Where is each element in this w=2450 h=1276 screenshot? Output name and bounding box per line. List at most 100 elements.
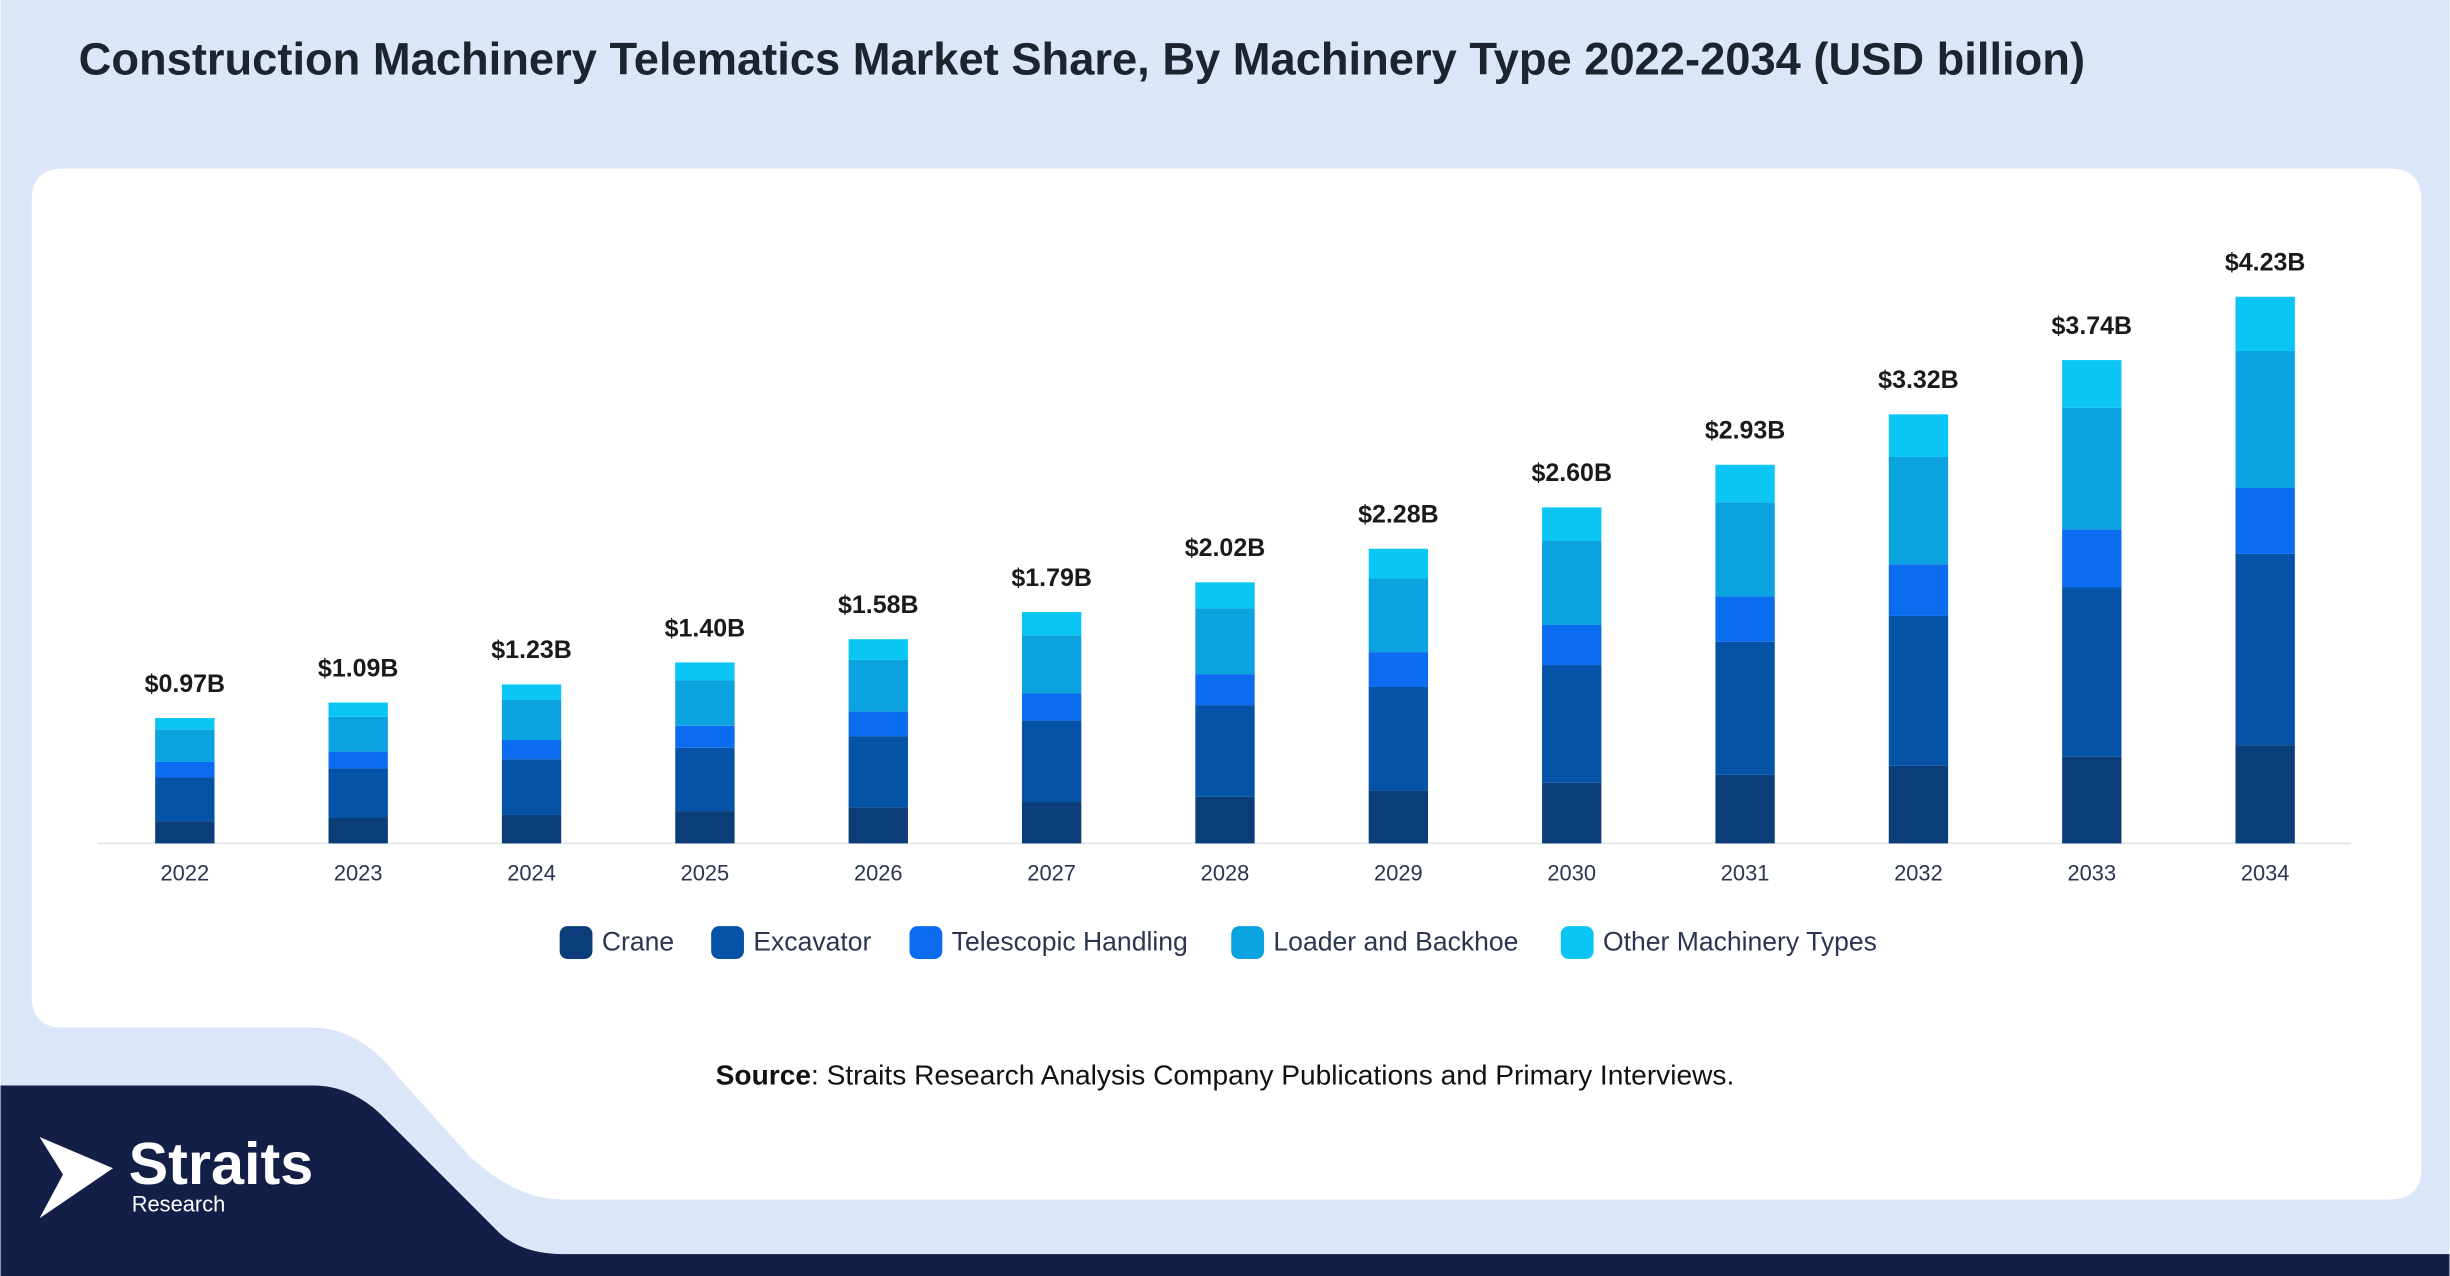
x-tick-label: 2029 [1374, 860, 1423, 885]
x-tick-label: 2022 [161, 860, 210, 885]
bar-segment [2235, 553, 2295, 746]
bar-segment [1888, 615, 1949, 766]
bar-segment [501, 699, 562, 740]
source-text: : Straits Research Analysis Company Publ… [811, 1060, 1734, 1091]
logo-name: Straits [129, 1130, 314, 1197]
bar-segment [1368, 687, 1429, 791]
total-label: $1.23B [491, 636, 572, 664]
bar-segment [848, 639, 908, 660]
total-label: $3.74B [2052, 312, 2133, 340]
bar-segment [155, 718, 215, 730]
bar-segment [2062, 587, 2122, 757]
bar-segment [1368, 652, 1429, 688]
bar-segment [675, 811, 735, 844]
bar-segment [1021, 612, 1082, 636]
bar-segment [1542, 665, 1602, 783]
source: Source: Straits Research Analysis Compan… [716, 1060, 1735, 1091]
total-label: $2.60B [1531, 459, 1612, 487]
bar-segment [1021, 635, 1082, 694]
bar-segment [2235, 488, 2295, 554]
bar-segment [848, 807, 908, 844]
bar-segment [1888, 765, 1949, 844]
logo-icon [39, 1136, 113, 1219]
total-label: $1.40B [665, 614, 746, 642]
bar-segment [328, 702, 388, 717]
x-tick-label: 2027 [1027, 860, 1076, 885]
bar-segment [1021, 720, 1082, 803]
bar-segment [1542, 782, 1602, 844]
bar-segment [328, 751, 388, 769]
bar-segment [155, 761, 215, 778]
bar-segment [1715, 502, 1775, 597]
bar-segment [1368, 578, 1429, 653]
x-tick-label: 2034 [2241, 860, 2290, 885]
total-label: $2.02B [1185, 534, 1266, 562]
total-label: $3.32B [1878, 366, 1959, 394]
total-label: $4.23B [2225, 249, 2306, 277]
logo-tagline: Research [132, 1191, 226, 1216]
legend-label: Loader and Backhoe [1273, 926, 1518, 956]
x-tick-label: 2023 [334, 860, 383, 885]
bar-segment [1888, 414, 1949, 457]
total-label: $1.58B [838, 591, 919, 619]
bar-segment [155, 777, 215, 822]
legend-label: Crane [602, 926, 674, 956]
x-tick-label: 2031 [1721, 860, 1770, 885]
chart-title: Construction Machinery Telematics Market… [79, 33, 2085, 84]
bar-segment [1888, 564, 1949, 616]
bar-segment [328, 768, 388, 818]
x-tick-label: 2028 [1201, 860, 1250, 885]
bar-segment [1715, 464, 1775, 503]
total-label: $2.28B [1358, 501, 1439, 529]
bar-segment [1542, 507, 1602, 541]
x-tick-label: 2025 [681, 860, 730, 885]
bar-segment [155, 821, 215, 844]
bar-segment [501, 759, 562, 815]
bar-segment [1195, 705, 1255, 797]
bar-segment [848, 711, 908, 737]
bar-segment [848, 659, 908, 712]
bar-segment [675, 680, 735, 726]
bar-segment [1195, 796, 1255, 844]
bar-segment [1368, 548, 1429, 579]
bar-segment [1715, 641, 1775, 775]
bar-segment [1715, 774, 1775, 844]
bar-segment [2235, 351, 2295, 489]
legend-label: Excavator [753, 926, 871, 956]
legend-swatch [711, 926, 744, 959]
bar-segment [2062, 407, 2122, 530]
bar-segment [1195, 582, 1255, 609]
bar-segment [501, 739, 562, 760]
bar-segment [675, 662, 735, 681]
bar-segment [1888, 456, 1949, 565]
legend-label: Telescopic Handling [952, 926, 1188, 956]
legend-swatch [1560, 926, 1594, 959]
total-label: $1.09B [318, 654, 399, 682]
bar-segment [1715, 596, 1775, 642]
bar-segment [848, 736, 908, 808]
bar-segment [501, 814, 562, 844]
legend-label: Other Machinery Types [1603, 926, 1877, 956]
bar-segment [2235, 296, 2295, 352]
bar-segment [1195, 674, 1255, 706]
x-tick-label: 2026 [854, 860, 903, 885]
legend-swatch [909, 926, 943, 959]
bar-segment [155, 729, 215, 762]
footer-band [0, 1085, 2450, 1276]
x-tick-label: 2033 [2067, 860, 2116, 885]
x-tick-label: 2030 [1547, 860, 1596, 885]
bar-segment [675, 725, 735, 748]
bar-segment [501, 684, 562, 700]
x-tick-label: 2032 [1894, 860, 1943, 885]
bar-segment [1021, 693, 1082, 721]
bar-segment [1195, 608, 1255, 675]
bar-segment [328, 716, 388, 752]
total-label: $1.79B [1011, 564, 1092, 592]
bar-segment [1542, 624, 1602, 666]
x-tick-label: 2024 [507, 860, 556, 885]
total-label: $2.93B [1705, 417, 1786, 445]
legend-swatch [559, 926, 593, 959]
bar-segment [675, 747, 735, 812]
total-label: $0.97B [145, 670, 226, 698]
